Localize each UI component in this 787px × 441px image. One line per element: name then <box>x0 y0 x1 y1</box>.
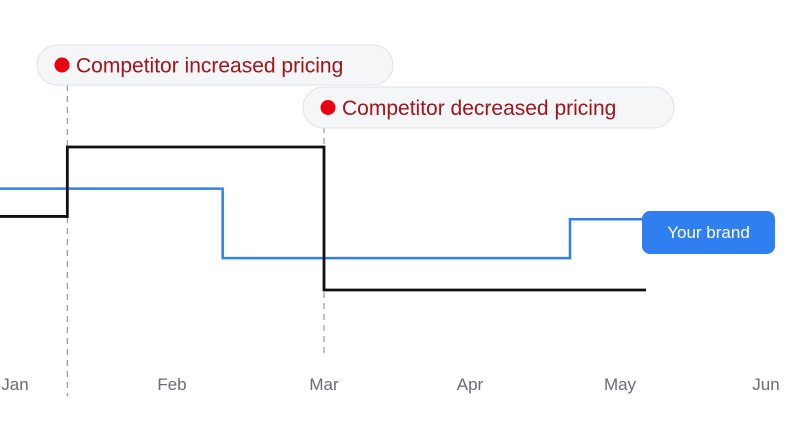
x-tick-label: Mar <box>309 375 339 394</box>
series-line-your-brand <box>0 187 645 260</box>
series-label-pill <box>642 211 775 254</box>
x-tick-label: Apr <box>457 375 484 394</box>
x-tick-label: Jun <box>752 375 779 394</box>
x-axis-ticks: Jan Feb Mar Apr May Jun <box>1 375 779 394</box>
annotation-pill: Competitor increased pricing <box>36 44 394 86</box>
annotation-pill: Competitor decreased pricing <box>302 86 675 129</box>
x-tick-label: Jan <box>1 375 28 394</box>
annotation-lines <box>66 85 325 396</box>
x-tick-label: Feb <box>157 375 186 394</box>
annotation-label: Competitor increased pricing <box>76 55 343 78</box>
series-label-text: Your brand <box>667 223 750 242</box>
x-tick-label: May <box>604 375 637 394</box>
annotation-marker-dot <box>320 100 336 115</box>
annotation-marker-dot <box>54 57 70 73</box>
annotations: Competitor increased pricing Competitor d… <box>36 44 675 129</box>
annotation-pill-background <box>36 44 394 86</box>
series-end-label: Your brand <box>642 211 775 254</box>
series-line-competitor <box>0 145 646 292</box>
annotation-pill-background <box>302 86 675 129</box>
series-layer <box>0 145 646 292</box>
annotation-label: Competitor decreased pricing <box>342 97 616 120</box>
